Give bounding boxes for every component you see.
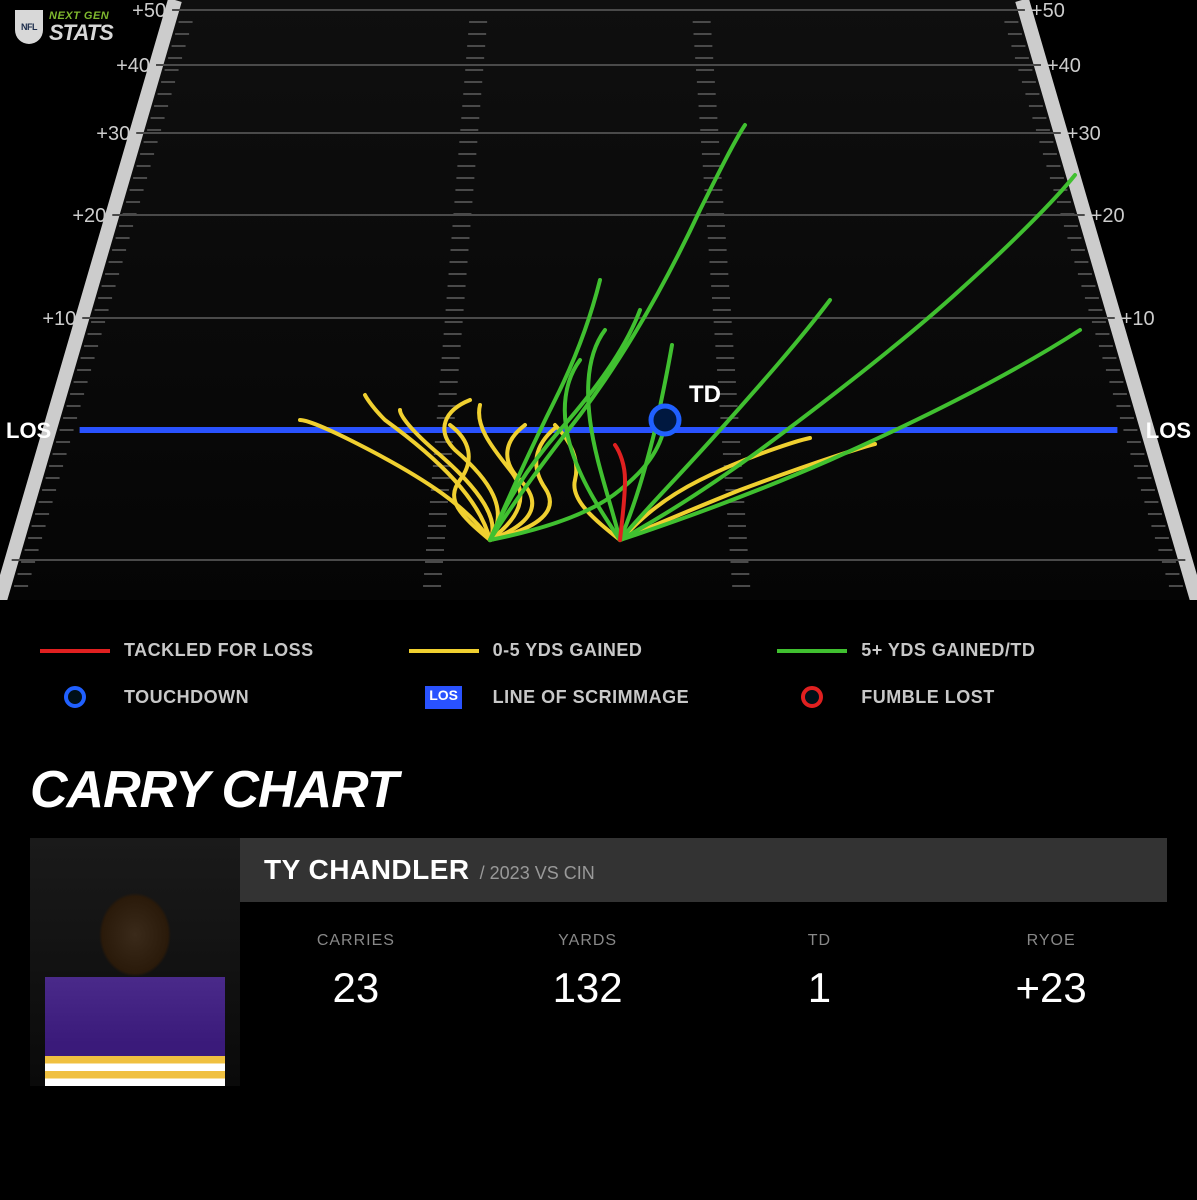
legend-label: LINE OF SCRIMMAGE (493, 687, 690, 708)
legend-item: 5+ YDS GAINED/TD (777, 640, 1157, 661)
stat-value: 1 (704, 964, 936, 1012)
chart-title: CARRY CHART (30, 760, 398, 820)
stat-label: YARDS (472, 932, 704, 950)
svg-text:+50: +50 (1031, 0, 1065, 22)
nfl-shield-icon: NFL (15, 10, 43, 44)
carry-chart-field: LOS LOS TD +50 +40 +30 +20 +10 +50 +40 +30 +20 +… (0, 0, 1197, 600)
legend-label: 5+ YDS GAINED/TD (861, 640, 1035, 661)
legend-item: TOUCHDOWN (40, 685, 409, 709)
svg-text:+40: +40 (116, 55, 150, 77)
legend-item: TACKLED FOR LOSS (40, 640, 409, 661)
legend-line-swatch (40, 649, 110, 653)
field-svg: LOS LOS TD +50 +40 +30 +20 +10 +50 +40 +30 +20 +… (0, 0, 1197, 600)
svg-text:+30: +30 (1067, 123, 1101, 145)
player-name: TY CHANDLER (264, 854, 470, 886)
player-game: / 2023 VS CIN (480, 863, 595, 884)
stat-cell: TD 1 (704, 932, 936, 1012)
legend-ring-icon (40, 685, 110, 709)
legend-item: 0-5 YDS GAINED (409, 640, 778, 661)
stat-label: TD (704, 932, 936, 950)
player-silhouette-icon (45, 876, 225, 1086)
legend-label: 0-5 YDS GAINED (493, 640, 643, 661)
ngs-logo: NFL NEXT GEN STATS (15, 10, 113, 44)
player-card: #32 / RB TY CHANDLER / 2023 VS CIN CARRI… (30, 838, 1167, 1086)
stat-cell: YARDS 132 (472, 932, 704, 1012)
logo-line2: STATS (49, 22, 113, 44)
stat-value: +23 (935, 964, 1167, 1012)
player-name-bar: TY CHANDLER / 2023 VS CIN (240, 838, 1167, 902)
legend-item: FUMBLE LOST (777, 685, 1157, 709)
stat-label: RYOE (935, 932, 1167, 950)
td-marker-icon (651, 406, 679, 434)
legend-line-swatch (777, 649, 847, 653)
stat-cell: CARRIES 23 (240, 932, 472, 1012)
stat-cell: RYOE +23 (935, 932, 1167, 1012)
svg-text:+20: +20 (1091, 205, 1125, 227)
svg-text:+10: +10 (1121, 308, 1155, 330)
stats-row: CARRIES 23YARDS 132TD 1 RYOE +23 (240, 902, 1167, 1012)
svg-text:+10: +10 (42, 308, 76, 330)
player-photo: #32 / RB (30, 838, 240, 1086)
los-label-left: LOS (6, 418, 51, 443)
legend-item: LOS LINE OF SCRIMMAGE (409, 685, 778, 709)
legend: TACKLED FOR LOSS 0-5 YDS GAINED 5+ YDS GAI… (0, 640, 1197, 733)
legend-ring-icon (777, 685, 847, 709)
stat-value: 23 (240, 964, 472, 1012)
svg-text:+40: +40 (1047, 55, 1081, 77)
td-label: TD (689, 381, 721, 408)
svg-text:+30: +30 (96, 123, 130, 145)
legend-label: TOUCHDOWN (124, 687, 249, 708)
legend-row-1: TACKLED FOR LOSS 0-5 YDS GAINED 5+ YDS GAI… (40, 640, 1157, 661)
legend-row-2: TOUCHDOWN LOS LINE OF SCRIMMAGE FUMBLE LOST (40, 685, 1157, 709)
svg-text:+20: +20 (72, 205, 106, 227)
legend-los-swatch: LOS (409, 686, 479, 709)
stat-label: CARRIES (240, 932, 472, 950)
stat-value: 132 (472, 964, 704, 1012)
legend-line-swatch (409, 649, 479, 653)
legend-label: FUMBLE LOST (861, 687, 995, 708)
svg-text:+50: +50 (132, 0, 166, 22)
legend-label: TACKLED FOR LOSS (124, 640, 314, 661)
los-label-right: LOS (1146, 418, 1191, 443)
